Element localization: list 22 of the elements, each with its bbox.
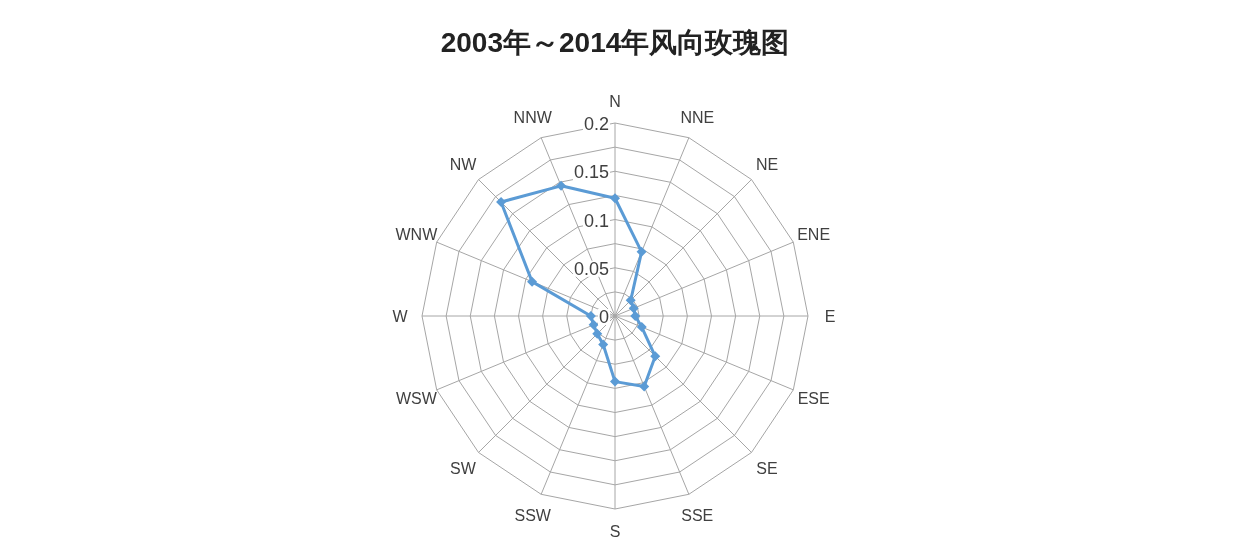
spoke-label: SSE: [681, 506, 714, 524]
spoke-label: N: [609, 93, 621, 110]
spoke-label: NW: [449, 155, 478, 173]
spoke-label: SSW: [514, 506, 552, 524]
spoke-label: S: [609, 523, 621, 540]
chart-title: 2003年～2014年风向玫瑰图: [440, 27, 790, 58]
spoke-label: SE: [756, 460, 778, 478]
spoke-label: WSW: [395, 390, 438, 408]
y-tick-label: 0.2: [583, 114, 609, 134]
spoke-label: ENE: [797, 225, 831, 243]
spoke-label: E: [824, 308, 836, 325]
y-tick-label: 0.05: [573, 258, 609, 279]
y-tick-label: 0.15: [573, 162, 609, 183]
y-tick-label: 0.1: [583, 210, 609, 231]
spoke-label: NE: [755, 155, 779, 173]
spoke-label: NNW: [513, 109, 553, 127]
y-tick-label: 0: [598, 307, 609, 327]
spoke-label: ESE: [797, 390, 830, 408]
spoke-label: SW: [450, 460, 477, 478]
spoke-label: WNW: [395, 225, 439, 243]
spoke-label: W: [392, 308, 409, 325]
spoke-label: NNE: [680, 109, 715, 127]
